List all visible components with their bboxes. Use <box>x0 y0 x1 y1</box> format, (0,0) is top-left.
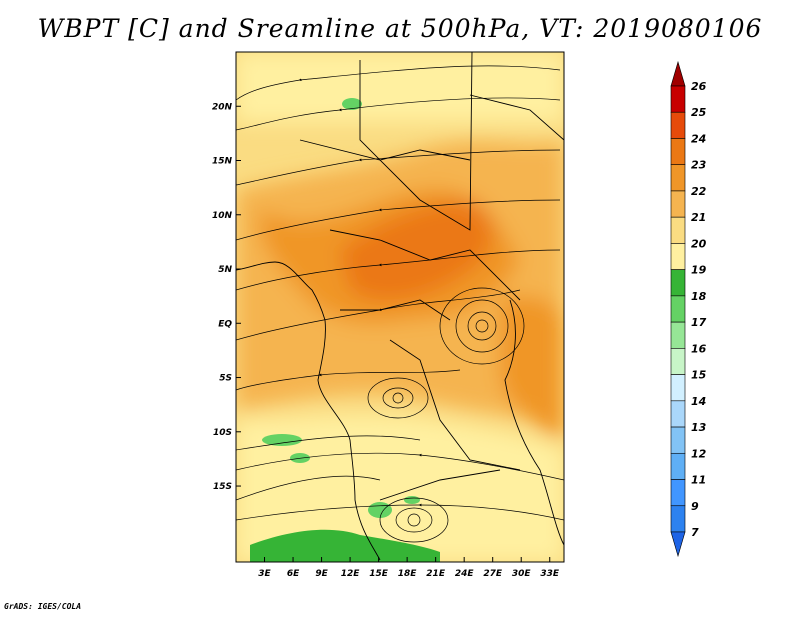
east-coastline <box>504 299 564 546</box>
colorbar-segment <box>670 111 686 139</box>
colorbar-label: 23 <box>691 159 707 172</box>
field-angola-pocket <box>262 434 302 446</box>
lat-tick-label: 10S <box>213 428 232 438</box>
plot-frame <box>235 51 565 563</box>
colorbar-segment <box>670 426 686 454</box>
colorbar-segment <box>670 374 686 402</box>
field-sahara-pocket <box>342 98 362 110</box>
cyclone-center-east <box>475 319 489 333</box>
field-sahara-north <box>236 52 564 122</box>
colorbar-label: 24 <box>691 132 706 145</box>
colorbar-segment <box>670 452 686 480</box>
streamlines <box>236 65 564 543</box>
wbpt-field <box>236 52 564 562</box>
field-southern-africa <box>236 415 564 562</box>
field-core-max <box>340 200 493 301</box>
colorbar-segment <box>670 505 686 533</box>
colorbar-label: 13 <box>691 421 707 434</box>
colorbar-segment <box>670 479 686 507</box>
colorbar-segment <box>670 321 686 349</box>
lon-tick-label: 3E <box>258 569 271 579</box>
colorbar-segment <box>670 164 686 192</box>
colorbar-segment <box>670 85 686 113</box>
colorbar-label: 14 <box>691 395 706 408</box>
west-coastline <box>236 261 381 561</box>
lon-tick-label: 21E <box>426 569 446 579</box>
colorbar-label: 12 <box>691 447 707 460</box>
lat-tick-label: EQ <box>218 319 232 329</box>
lat-tick-label: 20N <box>212 102 233 112</box>
lat-tick-label: 10N <box>212 211 233 221</box>
colorbar-segment <box>670 243 686 270</box>
longitude-axis: 3E 6E 9E 12E 15E 18E 21E 24E 27E 30E 33E <box>258 557 560 579</box>
colorbar-label: 9 <box>691 500 699 513</box>
colorbar-label: 20 <box>691 237 707 250</box>
lon-tick-label: 6E <box>287 569 300 579</box>
colorbar-label: 21 <box>691 211 706 224</box>
chart-title: WBPT [C] and Sreamline at 500hPa, VT: 20… <box>37 14 763 43</box>
colorbar-segment <box>670 269 686 297</box>
colorbar-label: 25 <box>691 106 707 119</box>
colorbar-segment <box>670 400 686 428</box>
lat-tick-label: 15S <box>213 482 232 492</box>
colorbar-segment <box>670 348 686 375</box>
colorbar-label: 16 <box>691 342 707 355</box>
anticyclone-center <box>392 392 404 404</box>
colorbar-label: 22 <box>691 185 707 198</box>
colorbar-segment <box>670 190 686 218</box>
colorbar-label: 17 <box>691 316 707 329</box>
latitude-axis: 20N 15N 10N 5N EQ 5S 10S 15S <box>212 102 241 492</box>
colorbar-label: 26 <box>691 80 707 93</box>
lon-tick-label: 12E <box>341 569 361 579</box>
colorbar: 7 9 11 12 13 14 15 16 17 18 19 20 21 22 23 24 25 26 <box>670 60 707 558</box>
colorbar-segment <box>670 138 686 166</box>
lon-tick-label: 9E <box>315 569 328 579</box>
field-atlantic-strip <box>250 529 440 562</box>
lon-tick-label: 33E <box>540 569 560 579</box>
lon-tick-label: 30E <box>512 569 532 579</box>
lon-tick-label: 15E <box>369 569 389 579</box>
lat-tick-label: 5N <box>218 265 232 275</box>
colorbar-label: 7 <box>691 526 699 539</box>
field-east-africa <box>500 296 564 440</box>
lat-tick-label: 15N <box>212 157 233 167</box>
colorbar-label: 15 <box>691 369 707 382</box>
country-borders <box>236 52 564 561</box>
colorbar-max-triangle <box>670 60 686 87</box>
border-north <box>359 52 473 231</box>
colorbar-segment <box>670 295 686 323</box>
colorbar-label: 18 <box>691 290 707 303</box>
grads-credit: GrADS: IGES/COLA <box>4 602 82 611</box>
lon-tick-label: 18E <box>398 569 418 579</box>
colorbar-label: 19 <box>691 264 707 277</box>
lat-tick-label: 5S <box>219 374 232 384</box>
lon-tick-label: 27E <box>483 569 503 579</box>
colorbar-label: 11 <box>691 474 706 487</box>
colorbar-segment <box>670 216 686 244</box>
cyclone-center-south <box>407 513 421 527</box>
colorbar-min-triangle <box>670 531 686 558</box>
lon-tick-label: 24E <box>455 569 475 579</box>
